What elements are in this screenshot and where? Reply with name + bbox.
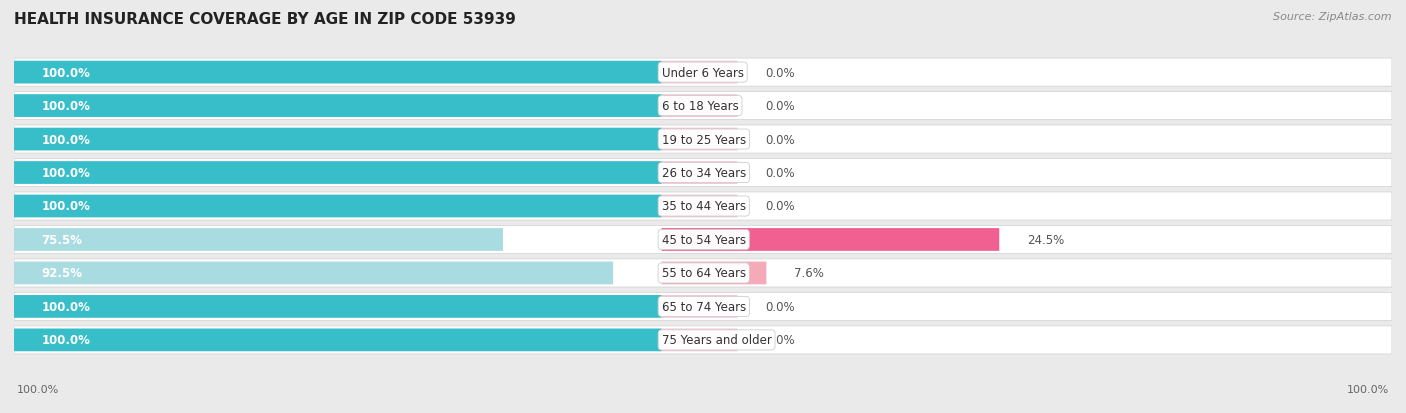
Text: 92.5%: 92.5% — [42, 267, 83, 280]
Text: 45 to 54 Years: 45 to 54 Years — [662, 233, 745, 247]
FancyBboxPatch shape — [662, 162, 738, 185]
FancyBboxPatch shape — [662, 295, 738, 318]
Text: 75 Years and older: 75 Years and older — [662, 334, 772, 347]
FancyBboxPatch shape — [14, 259, 1392, 287]
FancyBboxPatch shape — [14, 59, 1392, 87]
Text: 24.5%: 24.5% — [1026, 233, 1064, 247]
FancyBboxPatch shape — [14, 326, 1392, 354]
FancyBboxPatch shape — [14, 162, 662, 185]
Text: 0.0%: 0.0% — [765, 100, 794, 113]
Text: 7.6%: 7.6% — [794, 267, 824, 280]
FancyBboxPatch shape — [14, 192, 1392, 221]
FancyBboxPatch shape — [14, 159, 1392, 187]
FancyBboxPatch shape — [662, 329, 738, 351]
Text: Source: ZipAtlas.com: Source: ZipAtlas.com — [1274, 12, 1392, 22]
Text: 100.0%: 100.0% — [42, 133, 90, 146]
Text: 0.0%: 0.0% — [765, 166, 794, 180]
FancyBboxPatch shape — [14, 226, 1392, 254]
Text: 100.0%: 100.0% — [42, 334, 90, 347]
Text: Under 6 Years: Under 6 Years — [662, 66, 744, 79]
Text: 0.0%: 0.0% — [765, 334, 794, 347]
Text: 26 to 34 Years: 26 to 34 Years — [662, 166, 747, 180]
Text: 100.0%: 100.0% — [42, 66, 90, 79]
FancyBboxPatch shape — [14, 262, 613, 285]
Text: 75.5%: 75.5% — [42, 233, 83, 247]
Text: 0.0%: 0.0% — [765, 200, 794, 213]
Text: 100.0%: 100.0% — [17, 385, 59, 394]
Text: 6 to 18 Years: 6 to 18 Years — [662, 100, 738, 113]
FancyBboxPatch shape — [662, 228, 1000, 251]
FancyBboxPatch shape — [662, 62, 738, 84]
Text: 55 to 64 Years: 55 to 64 Years — [662, 267, 745, 280]
FancyBboxPatch shape — [14, 95, 662, 118]
Text: 65 to 74 Years: 65 to 74 Years — [662, 300, 747, 313]
FancyBboxPatch shape — [14, 295, 662, 318]
FancyBboxPatch shape — [14, 293, 1392, 321]
Text: 35 to 44 Years: 35 to 44 Years — [662, 200, 745, 213]
Text: 19 to 25 Years: 19 to 25 Years — [662, 133, 747, 146]
Text: 100.0%: 100.0% — [42, 200, 90, 213]
Text: 100.0%: 100.0% — [42, 100, 90, 113]
FancyBboxPatch shape — [14, 329, 662, 351]
Text: 100.0%: 100.0% — [1347, 385, 1389, 394]
FancyBboxPatch shape — [662, 128, 738, 151]
Text: 0.0%: 0.0% — [765, 300, 794, 313]
FancyBboxPatch shape — [662, 262, 766, 285]
Text: 0.0%: 0.0% — [765, 133, 794, 146]
FancyBboxPatch shape — [14, 228, 503, 251]
FancyBboxPatch shape — [14, 92, 1392, 120]
Text: 100.0%: 100.0% — [42, 300, 90, 313]
FancyBboxPatch shape — [662, 95, 738, 118]
Text: 100.0%: 100.0% — [42, 166, 90, 180]
FancyBboxPatch shape — [14, 195, 662, 218]
Text: 0.0%: 0.0% — [765, 66, 794, 79]
FancyBboxPatch shape — [662, 195, 738, 218]
Text: HEALTH INSURANCE COVERAGE BY AGE IN ZIP CODE 53939: HEALTH INSURANCE COVERAGE BY AGE IN ZIP … — [14, 12, 516, 27]
FancyBboxPatch shape — [14, 128, 662, 151]
FancyBboxPatch shape — [14, 62, 662, 84]
FancyBboxPatch shape — [14, 126, 1392, 154]
